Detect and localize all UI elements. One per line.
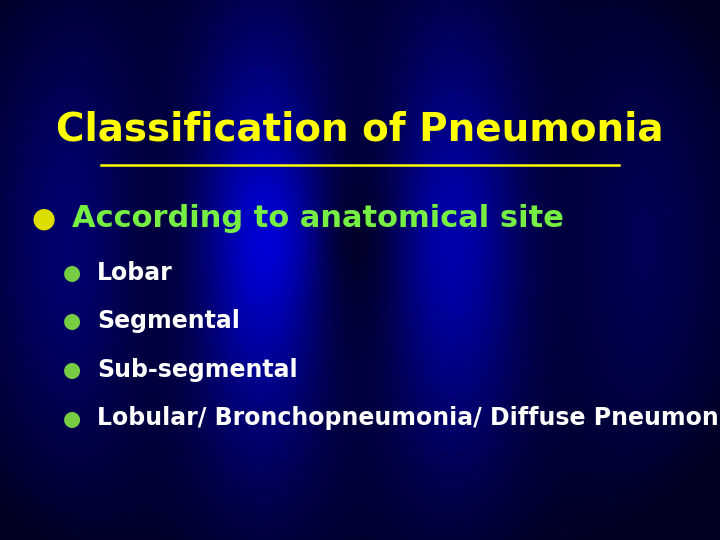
- Text: Classification of Pneumonia: Classification of Pneumonia: [56, 111, 664, 148]
- Text: ●: ●: [31, 205, 55, 233]
- Text: ●: ●: [63, 262, 81, 283]
- Text: ●: ●: [63, 408, 81, 429]
- Text: According to anatomical site: According to anatomical site: [72, 204, 564, 233]
- Text: Lobar: Lobar: [97, 261, 173, 285]
- Text: ●: ●: [63, 311, 81, 332]
- Text: ●: ●: [63, 360, 81, 380]
- Text: Sub-segmental: Sub-segmental: [97, 358, 298, 382]
- Text: Lobular/ Bronchopneumonia/ Diffuse Pneumonia: Lobular/ Bronchopneumonia/ Diffuse Pneum…: [97, 407, 720, 430]
- Text: Segmental: Segmental: [97, 309, 240, 333]
